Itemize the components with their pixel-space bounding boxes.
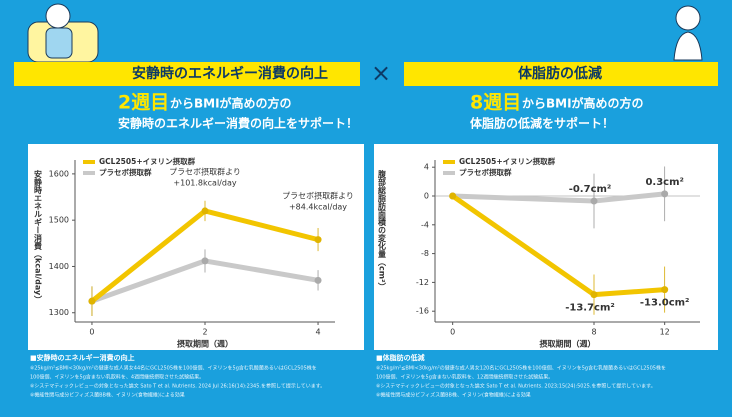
value-label: -0.7cm² [569,184,612,195]
y-tick-label: 1300 [49,308,69,317]
subtitle: 安静時のエネルギー消費の向上をサポート！ [118,116,358,131]
subtitle: からBMIが高めの方の [522,96,644,111]
legend-label: GCL2505+イヌリン摂取群 [99,156,196,166]
note-title: ■体脂肪の低減 [376,353,425,362]
x-axis-label: 摂取期間（週） [540,339,596,349]
y-tick-label: 0 [424,192,429,201]
annotation: プラセボ摂取群より [282,191,354,201]
illustration-woman [673,5,703,61]
annotation: +101.8kcal/day [173,179,236,188]
value-label: 0.3cm² [645,177,683,188]
annotation: プラセボ摂取群より [169,167,241,177]
x-tick-label: 12 [660,328,670,337]
y-axis-label: 腹部総脂肪面積の変化量（cm²） [377,169,387,291]
point [314,276,322,284]
value-label: -13.7cm² [565,303,615,314]
cross: × [371,59,391,87]
y-tick-label: -8 [421,249,429,258]
x-tick-label: 0 [89,328,94,337]
point [590,291,598,299]
legend-label: プラセボ摂取群 [99,167,152,177]
point [590,197,598,205]
y-tick-label: -16 [416,307,429,316]
illustration-man [27,3,99,63]
y-tick-label: -4 [421,220,429,229]
x-tick-label: 2 [202,328,207,337]
banner-text: 体脂肪の低減 [518,65,602,82]
point [88,297,96,305]
note: 100億個、イヌリンを5g含まない乳飲料を、12週間継続摂取させた試験結果。 [376,374,553,381]
point [661,286,669,294]
y-tick-label: 1400 [49,262,69,271]
y-tick-label: -12 [416,278,429,287]
subtitle: からBMIが高めの方の [170,96,292,111]
note: ※25kg/m²≦BMI<30kg/m²の健康な成人男女44名にGCL2505株… [30,365,317,372]
x-tick-label: 4 [315,328,320,337]
value-label: -13.0cm² [640,298,690,309]
note-title: ■安静時のエネルギー消費の向上 [30,353,135,362]
legend-label: プラセボ摂取群 [459,167,512,177]
point [201,207,209,215]
subtitle: 体脂肪の低減をサポート！ [470,116,614,131]
point [314,236,322,244]
point [201,257,209,265]
legend-label: GCL2505+イヌリン摂取群 [459,156,556,166]
chart-panel [28,144,364,350]
highlight: 2週目 [118,92,169,114]
banner [14,62,360,86]
chart-panel [374,144,718,350]
banner [404,62,718,86]
note: ※25kg/m²≦BMI<30kg/m²の健康な成人男女120名にGCL2505… [376,365,666,372]
highlight: 8週目 [470,92,521,114]
y-tick-label: 1500 [49,216,69,225]
annotation: +84.4kcal/day [289,203,347,212]
note: ※機能性関与成分ビフィズス菌BB株、イヌリン(食物繊維)による効果 [30,392,185,399]
y-axis-label: 安静時エネルギー消費（kcal/day） [34,169,43,303]
y-tick-label: 1600 [49,169,69,178]
note: 100億個、イヌリンを5g含まない乳飲料を、4週間継続摂取させた試験結果。 [30,374,204,381]
banner-text: 安静時のエネルギー消費の向上 [132,65,328,82]
point [661,190,669,198]
x-tick-label: 0 [450,328,455,337]
note: ※システマティックレビューの対象となった論文 Sato T et al. Nut… [376,383,656,390]
point [449,192,457,200]
note: ※システマティックレビューの対象となった論文 Sato T et al. Nut… [30,383,325,390]
y-tick-label: 4 [424,163,429,172]
x-axis-label: 摂取期間（週） [177,339,233,349]
note: ※機能性関与成分ビフィズス菌BB株、イヌリン(食物繊維)による効果 [376,392,531,399]
x-tick-label: 8 [591,328,596,337]
